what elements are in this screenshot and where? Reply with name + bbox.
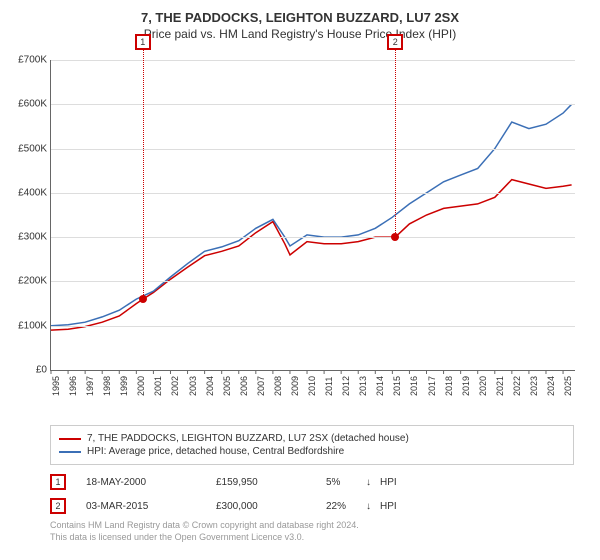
sales-row-price: £159,950 (216, 477, 326, 488)
sales-row-hpi: HPI (380, 501, 410, 512)
sales-row: 2 03-MAR-2015£300,00022%↓HPI (50, 494, 574, 518)
y-axis-label: £700K (3, 55, 47, 66)
gridline (51, 326, 575, 327)
chart-title: 7, THE PADDOCKS, LEIGHTON BUZZARD, LU7 2… (0, 0, 600, 25)
gridline (51, 281, 575, 282)
sales-row-pct: 22% (326, 501, 366, 512)
legend-label: 7, THE PADDOCKS, LEIGHTON BUZZARD, LU7 2… (87, 433, 409, 444)
x-axis-label: 2025 (563, 396, 583, 406)
legend-swatch (59, 438, 81, 440)
series-hpi (51, 104, 572, 325)
footer-attribution: Contains HM Land Registry data © Crown c… (50, 520, 574, 543)
y-axis-label: £500K (3, 143, 47, 154)
sale-marker-box: 2 (387, 34, 403, 50)
sale-marker-dot (391, 233, 399, 241)
sale-marker-box: 1 (135, 34, 151, 50)
footer-line-1: Contains HM Land Registry data © Crown c… (50, 520, 574, 532)
sales-row-number: 2 (50, 498, 66, 514)
gridline (51, 237, 575, 238)
legend-label: HPI: Average price, detached house, Cent… (87, 446, 344, 457)
sales-row-pct: 5% (326, 477, 366, 488)
y-axis-label: £400K (3, 187, 47, 198)
y-axis-label: £0 (3, 365, 47, 376)
sale-marker-dot (139, 295, 147, 303)
legend-row: HPI: Average price, detached house, Cent… (59, 445, 565, 458)
plot-wrap: £0£100K£200K£300K£400K£500K£600K£700K199… (50, 60, 574, 390)
legend: 7, THE PADDOCKS, LEIGHTON BUZZARD, LU7 2… (50, 425, 574, 465)
sales-row-date: 03-MAR-2015 (86, 501, 216, 512)
chart-subtitle: Price paid vs. HM Land Registry's House … (0, 25, 600, 41)
footer-line-2: This data is licensed under the Open Gov… (50, 532, 574, 544)
sales-row-date: 18-MAY-2000 (86, 477, 216, 488)
down-arrow-icon: ↓ (366, 477, 380, 488)
chart-container: 7, THE PADDOCKS, LEIGHTON BUZZARD, LU7 2… (0, 0, 600, 560)
chart-svg (51, 60, 575, 370)
gridline (51, 104, 575, 105)
gridline (51, 60, 575, 61)
sales-table: 118-MAY-2000£159,9505%↓HPI203-MAR-2015£3… (50, 470, 574, 518)
gridline (51, 149, 575, 150)
sale-marker-line (143, 50, 144, 299)
sales-row-price: £300,000 (216, 501, 326, 512)
y-axis-label: £600K (3, 99, 47, 110)
legend-swatch (59, 451, 81, 453)
sales-row-hpi: HPI (380, 477, 410, 488)
gridline (51, 193, 575, 194)
sale-marker-line (395, 50, 396, 237)
y-axis-label: £100K (3, 320, 47, 331)
y-axis-label: £300K (3, 232, 47, 243)
sales-row: 1 18-MAY-2000£159,9505%↓HPI (50, 470, 574, 494)
series-price_paid (51, 180, 572, 331)
y-axis-label: £200K (3, 276, 47, 287)
legend-row: 7, THE PADDOCKS, LEIGHTON BUZZARD, LU7 2… (59, 432, 565, 445)
sales-row-number: 1 (50, 474, 66, 490)
down-arrow-icon: ↓ (366, 501, 380, 512)
plot-area: £0£100K£200K£300K£400K£500K£600K£700K199… (50, 60, 575, 371)
